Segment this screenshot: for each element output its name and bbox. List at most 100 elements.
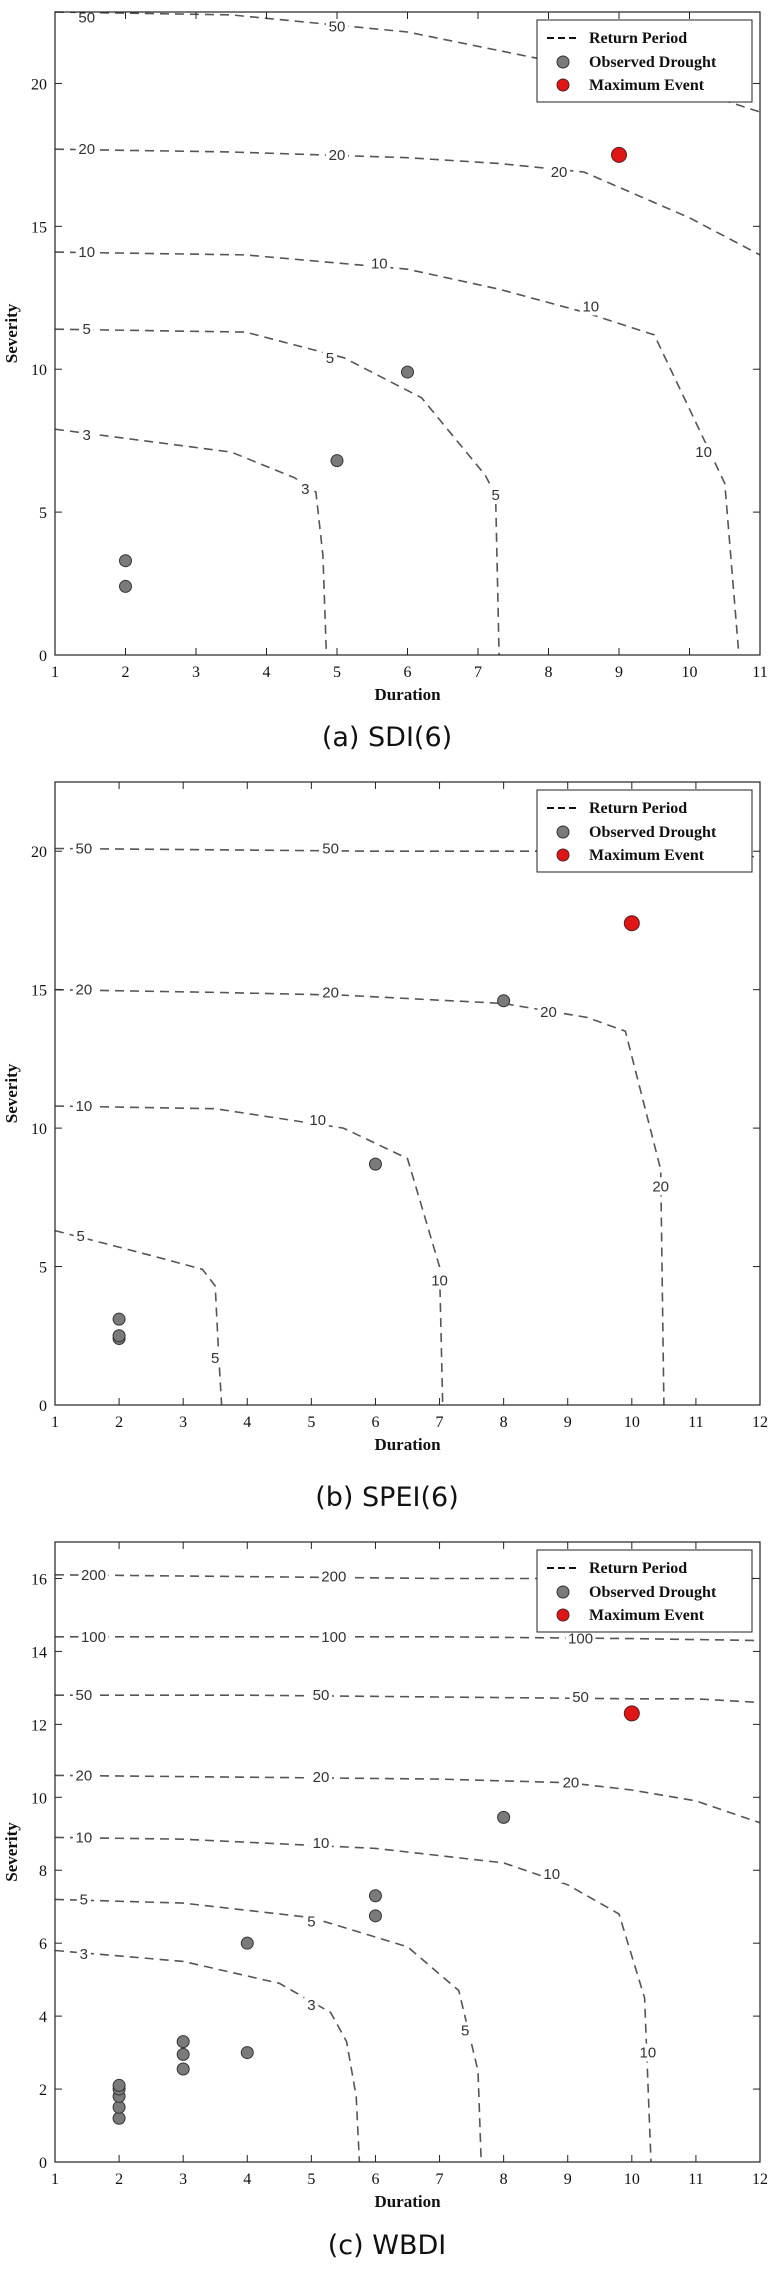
- contour-label: 5: [461, 2023, 469, 2040]
- observed-drought-point: [176, 2062, 190, 2076]
- x-axis-label: Duration: [374, 1435, 441, 1454]
- contour-label-bg: [326, 17, 348, 36]
- contour-label: 20: [540, 1004, 557, 1021]
- legend: Return Period Observed Drought Maximum Eve…: [536, 789, 753, 873]
- contour-line: [54, 251, 740, 656]
- observed-drought-point: [368, 1157, 382, 1171]
- contour-label-bg: [579, 297, 602, 316]
- observed-drought-point: [497, 1810, 511, 1824]
- contour-label-bg: [309, 1686, 332, 1705]
- x-tick-label: 6: [371, 1414, 379, 1431]
- legend-box: [536, 789, 753, 873]
- contour-label-bg: [76, 1890, 91, 1909]
- contour-label-bg: [488, 485, 503, 504]
- contour-label: 5: [326, 350, 334, 367]
- contour-label: 50: [313, 1687, 330, 1704]
- x-tick-label: 2: [115, 2171, 123, 2188]
- chart-caption: (b) SPEI(6): [315, 1482, 459, 1513]
- contour-label-bg: [298, 480, 313, 499]
- x-tick-label: 2: [115, 1414, 123, 1431]
- y-tick-label: 10: [31, 1121, 47, 1138]
- y-tick-label: 15: [31, 983, 47, 1000]
- x-tick-label: 10: [624, 2171, 640, 2188]
- contour-label-bg: [75, 243, 98, 262]
- x-tick-label: 4: [263, 664, 271, 681]
- x-tick-label: 9: [564, 2171, 572, 2188]
- legend: Return Period Observed Drought Maximum Eve…: [536, 1549, 753, 1633]
- contour-label: 50: [322, 840, 339, 857]
- observed-drought-point: [119, 554, 132, 568]
- x-tick-label: 9: [615, 664, 623, 681]
- contour-label: 10: [582, 298, 599, 315]
- contour-label-bg: [569, 1688, 592, 1706]
- y-tick-label: 6: [39, 1936, 47, 1953]
- x-tick-label: 1: [51, 664, 59, 681]
- contour-label: 100: [81, 1629, 106, 1646]
- contour-line: [54, 148, 761, 256]
- contour-label: 20: [551, 164, 568, 181]
- contour-label-bg: [208, 1348, 223, 1367]
- contour-label-bg: [322, 348, 337, 367]
- contour-label-bg: [559, 1773, 582, 1792]
- contour-label: 50: [572, 1689, 589, 1706]
- contour-line: [55, 1636, 761, 1642]
- legend-observed-icon: [556, 55, 570, 69]
- contour-label: 10: [371, 255, 388, 272]
- contour-label-bg: [548, 163, 571, 182]
- contour-label-bg: [326, 145, 348, 164]
- contour-label-bg: [458, 2021, 473, 2040]
- chart-panel-spei: 5 5 10 10 10 20 20 20 20 50 50 1 2 3 4 5 6 7 8 9 10 11 12 0 5 10 1…: [0, 770, 774, 1530]
- y-tick-label: 0: [39, 648, 47, 665]
- contour-line: [54, 1774, 761, 1824]
- contour-label: 5: [83, 321, 91, 338]
- contour-label-bg: [649, 1177, 672, 1196]
- observed-drought-point: [112, 2111, 126, 2125]
- contour-label-bg: [72, 1096, 95, 1115]
- contour-label: 20: [329, 147, 346, 164]
- legend-label-return-period: Return Period: [589, 1560, 687, 1577]
- contour-label: 20: [75, 982, 92, 999]
- contour-label-bg: [72, 1686, 95, 1705]
- plot-frame: [54, 781, 761, 1406]
- contour-label: 20: [78, 141, 95, 158]
- contour-label: 3: [80, 1946, 88, 1963]
- contour-label: 10: [75, 1829, 92, 1846]
- contour-line: [54, 1898, 482, 2163]
- x-tick-label: 2: [122, 664, 130, 681]
- legend-label-maximum: Maximum Event: [589, 847, 705, 864]
- contour-label-bg: [72, 839, 95, 858]
- x-tick-label: 9: [564, 1414, 572, 1431]
- contour-label: 3: [83, 427, 91, 444]
- observed-drought-point: [112, 1329, 126, 1343]
- maximum-event-point: [623, 915, 640, 932]
- y-tick-label: 8: [39, 1863, 47, 1880]
- contour-label: 5: [491, 487, 499, 504]
- contour-label-bg: [309, 1833, 332, 1852]
- observed-drought-point: [330, 454, 344, 468]
- x-tick-label: 10: [682, 664, 698, 681]
- x-tick-label: 6: [371, 2171, 379, 2188]
- chart-panel-sdi: 3 3 5 5 5 10 10 10 10 20 20 20 50 50 1 2 3 4 5 6 7 8 9 10 11 0 5 10…: [0, 0, 774, 770]
- contour-label: 20: [322, 984, 339, 1001]
- x-tick-label: 8: [545, 664, 553, 681]
- contour-label: 200: [321, 1569, 346, 1586]
- contour-label-bg: [78, 1627, 109, 1646]
- x-tick-label: 5: [333, 664, 341, 681]
- x-tick-label: 3: [179, 1414, 187, 1431]
- observed-drought-point: [176, 2035, 190, 2049]
- contour-label-bg: [318, 1567, 349, 1586]
- contour-label-bg: [72, 1766, 95, 1785]
- x-tick-label: 11: [688, 2171, 703, 2188]
- contour-line: [54, 328, 500, 656]
- x-tick-label: 11: [688, 1414, 703, 1431]
- contour-label: 50: [75, 1687, 92, 1704]
- contour-label-bg: [72, 1828, 95, 1847]
- y-axis-label: Severity: [2, 1063, 21, 1123]
- chart-caption: (c) WBDI: [327, 2230, 447, 2261]
- contour-label-bg: [304, 1912, 319, 1931]
- legend-label-return-period: Return Period: [589, 800, 687, 817]
- contour-label-bg: [692, 443, 715, 462]
- legend-maximum-icon: [556, 1608, 570, 1622]
- contour-label: 20: [652, 1178, 669, 1195]
